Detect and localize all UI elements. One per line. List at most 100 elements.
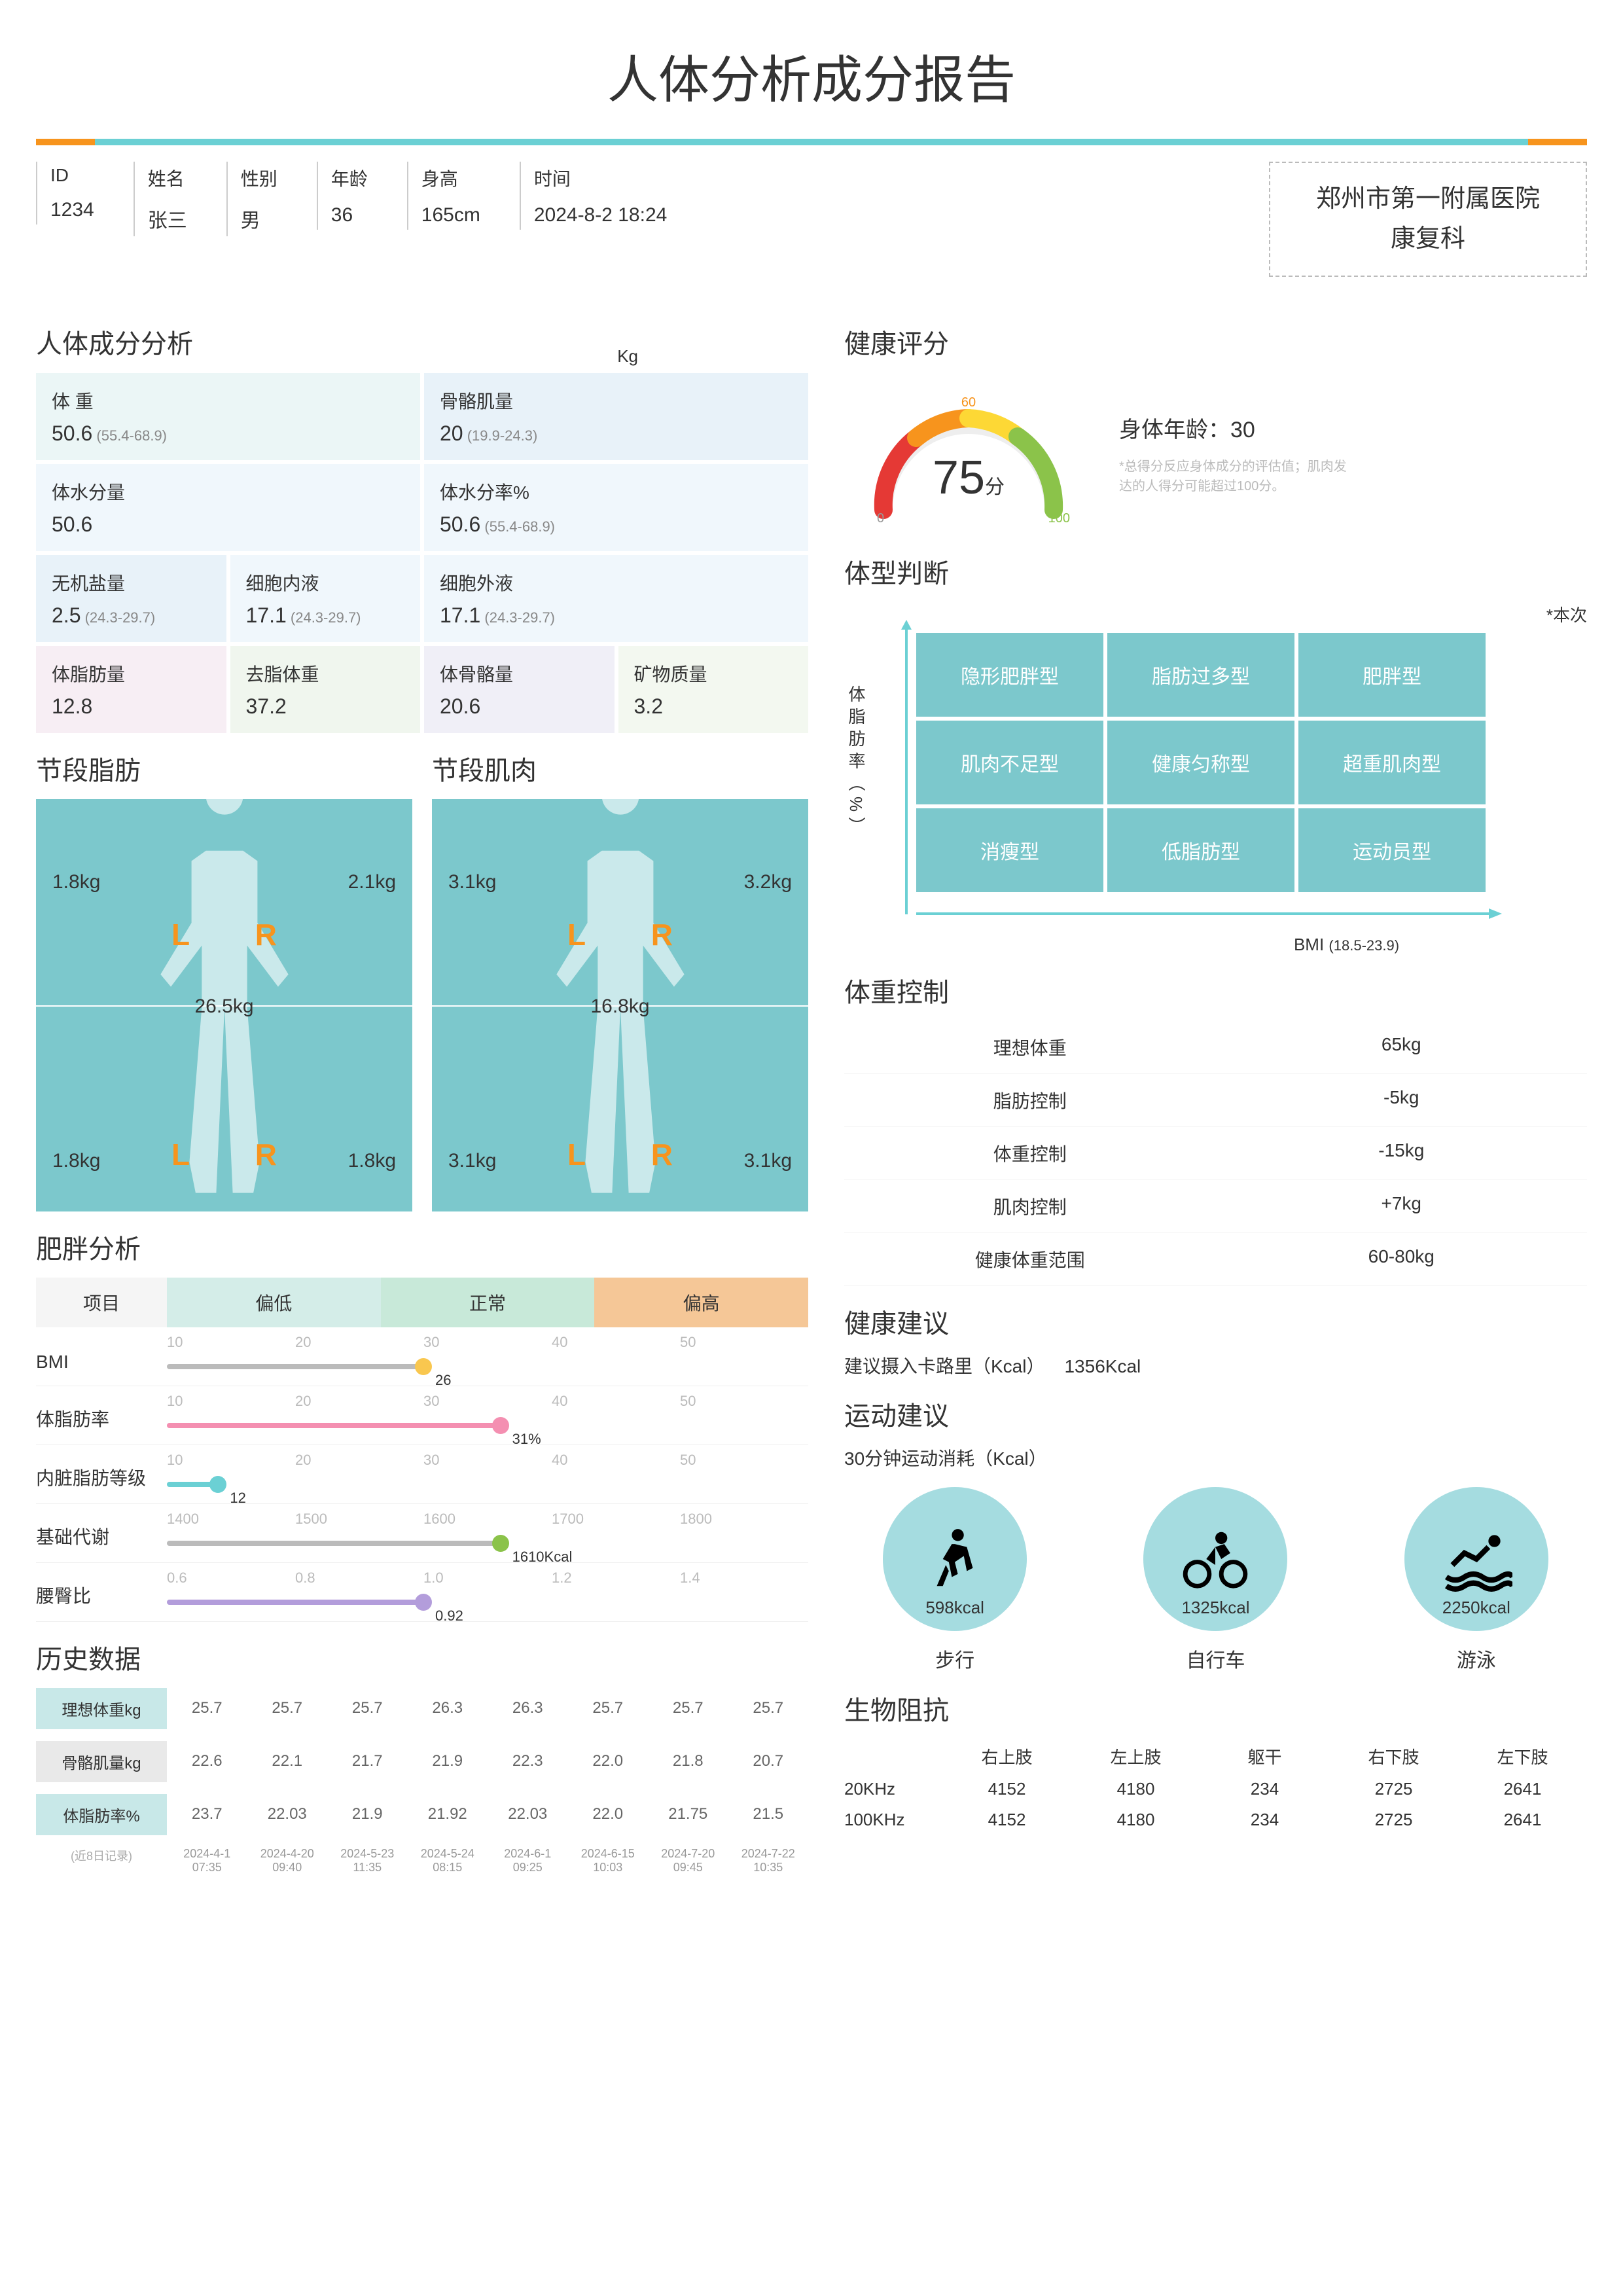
meta-value: 张三 bbox=[148, 204, 187, 233]
meta-sex: 性别 男 bbox=[226, 162, 277, 236]
meta-value: 2024-8-2 18:24 bbox=[534, 204, 668, 226]
body-diagram-fat: 1.8kg 2.1kg 26.5kg 1.8kg 1.8kg L R L R bbox=[36, 799, 412, 1211]
muscle-lower-left: 3.1kg bbox=[448, 1150, 496, 1172]
obesity-row: 腰臀比 0.60.81.01.21.4 0.92 bbox=[36, 1563, 808, 1622]
body-type-cell: 隐形肥胖型 bbox=[916, 633, 1103, 717]
history-row: 理想体重kg 25.725.725.726.326.325.725.725.7 bbox=[36, 1688, 808, 1729]
cell-label: 无机盐量 bbox=[52, 569, 211, 596]
body-type-cell: 消瘦型 bbox=[916, 808, 1103, 892]
weight-control-row: 体重控制-15kg bbox=[844, 1127, 1587, 1180]
composition-cell: 去脂体重37.2 bbox=[230, 646, 421, 733]
l-label: L bbox=[171, 1137, 190, 1172]
exercise-card: 598kcal 步行 bbox=[844, 1487, 1065, 1673]
wc-value: -5kg bbox=[1216, 1087, 1588, 1113]
composition-cell: 细胞外液17.1 (24.3-29.7) bbox=[424, 555, 808, 642]
hospital-name: 郑州市第一附属医院 bbox=[1316, 179, 1540, 219]
cell-label: 骨骼肌量 bbox=[440, 387, 793, 414]
hospital-dept: 康复科 bbox=[1316, 219, 1540, 259]
obesity-scale: 14001500160017001800 1610Kcal bbox=[167, 1504, 808, 1562]
meta-label: 时间 bbox=[534, 165, 668, 191]
composition-cell: 体 重 50.6 (55.4-68.9) bbox=[36, 373, 420, 460]
body-type-cell: 低脂肪型 bbox=[1107, 808, 1294, 892]
history-row: 体脂肪率% 23.722.0321.921.9222.0322.021.7521… bbox=[36, 1794, 808, 1835]
cell-label: 细胞内液 bbox=[246, 569, 405, 596]
meta-label: 性别 bbox=[241, 165, 277, 191]
weight-control-row: 健康体重范围60-80kg bbox=[844, 1233, 1587, 1286]
x-axis-arrow-icon bbox=[916, 904, 1505, 924]
obesity-scale: 1020304050 31% bbox=[167, 1386, 808, 1444]
section-history: 历史数据 bbox=[36, 1638, 808, 1676]
meta-height: 身高 165cm bbox=[407, 162, 480, 230]
cell-label: 体水分率% bbox=[440, 478, 793, 505]
history-values: 25.725.725.726.326.325.725.725.7 bbox=[167, 1699, 808, 1717]
hospital-info: 郑州市第一附属医院 康复科 bbox=[1269, 162, 1587, 277]
body-type-cell: 脂肪过多型 bbox=[1107, 633, 1294, 717]
l-label: L bbox=[567, 917, 586, 952]
exercise-kcal: 1325kcal bbox=[1143, 1598, 1287, 1618]
bio-table: 右上肢左上肢躯干右下肢左下肢20KHz415241802342725264110… bbox=[844, 1739, 1587, 1835]
obesity-row: 内脏脂肪等级 1020304050 12 bbox=[36, 1445, 808, 1504]
history-block: 理想体重kg 25.725.725.726.326.325.725.725.7 骨… bbox=[36, 1688, 808, 1874]
meta-id: ID 1234 bbox=[36, 162, 94, 224]
section-weight-control: 体重控制 bbox=[844, 971, 1587, 1009]
composition-cell: 骨骼肌量20 (19.9-24.3) bbox=[424, 373, 808, 460]
obesity-metric-label: 腰臀比 bbox=[36, 1582, 167, 1621]
wc-value: +7kg bbox=[1216, 1193, 1588, 1219]
cell-value: 50.6 (55.4-68.9) bbox=[52, 422, 404, 446]
meta-label: 年龄 bbox=[331, 165, 368, 191]
obesity-row: BMI 1020304050 26 bbox=[36, 1327, 808, 1386]
obesity-metric-label: BMI bbox=[36, 1352, 167, 1386]
cell-value: 2.5 (24.3-29.7) bbox=[52, 603, 211, 628]
gauge-mid: 60 bbox=[961, 395, 976, 410]
walk-icon: 598kcal bbox=[883, 1487, 1027, 1631]
meta-value: 男 bbox=[241, 204, 277, 233]
meta-value: 1234 bbox=[50, 199, 94, 221]
weight-control-table: 理想体重65kg脂肪控制-5kg体重控制-15kg肌肉控制+7kg健康体重范围6… bbox=[844, 1021, 1587, 1286]
wc-label: 理想体重 bbox=[844, 1034, 1216, 1060]
l-label: L bbox=[171, 917, 190, 952]
cell-value: 17.1 (24.3-29.7) bbox=[440, 603, 793, 628]
fat-upper-left: 1.8kg bbox=[52, 871, 100, 893]
exercise-card: 2250kcal游泳 bbox=[1366, 1487, 1587, 1673]
history-row: 骨骼肌量kg 22.622.121.721.922.322.021.820.7 bbox=[36, 1741, 808, 1782]
body-type-cell: 运动员型 bbox=[1298, 808, 1486, 892]
section-health-advice: 健康建议 bbox=[844, 1302, 1587, 1340]
bike-icon: 1325kcal bbox=[1143, 1487, 1287, 1631]
report-title: 人体分析成分报告 bbox=[36, 39, 1587, 113]
cell-label: 体 重 bbox=[52, 387, 404, 414]
wc-value: -15kg bbox=[1216, 1140, 1588, 1166]
exercise-kcal: 598kcal bbox=[883, 1598, 1027, 1618]
bio-row: 100KHz4152418023427252641 bbox=[844, 1804, 1587, 1835]
r-label: R bbox=[255, 1137, 277, 1172]
wc-label: 体重控制 bbox=[844, 1140, 1216, 1166]
obesity-metric-label: 内脏脂肪等级 bbox=[36, 1464, 167, 1503]
cell-label: 体脂肪量 bbox=[52, 660, 211, 687]
body-type-matrix: 体脂肪率（%） 隐形肥胖型脂肪过多型肥胖型肌肉不足型健康匀称型超重肌肉型消瘦型低… bbox=[844, 633, 1587, 955]
wc-label: 健康体重范围 bbox=[844, 1246, 1216, 1272]
fat-trunk: 26.5kg bbox=[194, 996, 253, 1018]
fat-lower-right: 1.8kg bbox=[348, 1150, 396, 1172]
cell-value: 50.6 bbox=[52, 512, 404, 537]
r-label: R bbox=[651, 917, 673, 952]
cell-label: 体骨骼量 bbox=[440, 660, 599, 687]
patient-meta: ID 1234 姓名 张三 性别 男 年龄 36 身高 165cm 时间 202… bbox=[36, 162, 1587, 277]
r-label: R bbox=[255, 917, 277, 952]
this-time-marker: *本次 bbox=[844, 602, 1587, 626]
health-score-panel: 75分 0 60 100 身体年龄：30 *总得分反应身体成分的评估值；肌肉发达… bbox=[844, 372, 1587, 536]
exercise-name: 步行 bbox=[844, 1644, 1065, 1673]
muscle-upper-right: 3.2kg bbox=[744, 871, 792, 893]
section-seg-muscle: 节段肌肉 bbox=[432, 749, 808, 787]
obesity-scale: 1020304050 26 bbox=[167, 1327, 808, 1386]
cell-value: 3.2 bbox=[634, 694, 793, 719]
title-divider bbox=[36, 139, 1587, 145]
section-health-score: 健康评分 bbox=[844, 323, 1587, 361]
meta-time: 时间 2024-8-2 18:24 bbox=[520, 162, 668, 230]
weight-control-row: 理想体重65kg bbox=[844, 1021, 1587, 1074]
weight-control-row: 脂肪控制-5kg bbox=[844, 1074, 1587, 1127]
meta-label: 姓名 bbox=[148, 165, 187, 191]
obesity-header-low: 偏低 bbox=[167, 1278, 381, 1327]
wc-label: 肌肉控制 bbox=[844, 1193, 1216, 1219]
score-gauge: 75分 0 60 100 bbox=[844, 372, 1093, 536]
calorie-advice: 建议摄入卡路里（Kcal）1356Kcal bbox=[844, 1352, 1587, 1378]
cell-value: 20.6 bbox=[440, 694, 599, 719]
